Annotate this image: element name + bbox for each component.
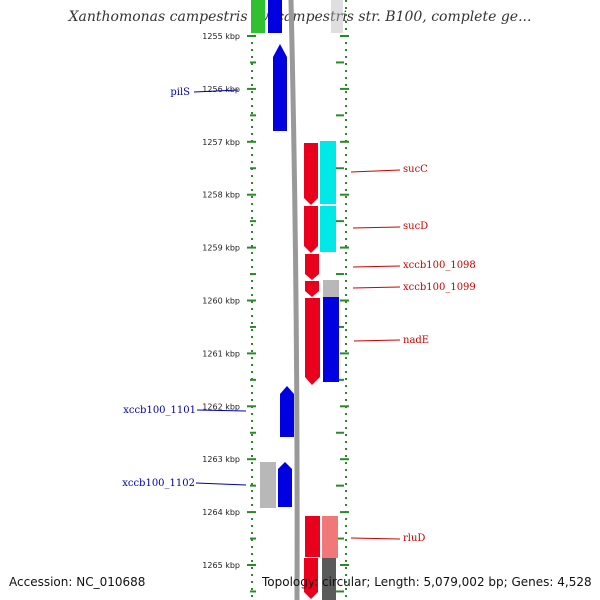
gene-xccb100_1098-arrow[interactable]: [305, 254, 319, 280]
gene-sucD-arrow[interactable]: [304, 206, 318, 253]
tick-label: 1265 kbp: [202, 561, 240, 570]
gene-label-rluD[interactable]: rluD: [403, 533, 425, 544]
gene-label-xccb100_1098[interactable]: xccb100_1098: [403, 260, 476, 271]
page-title: Xanthomonas campestris pv. campestris st…: [68, 9, 532, 25]
gene-xccb100_1099-arrow[interactable]: [305, 281, 319, 297]
leader-line-xccb100_1101: [196, 409, 247, 412]
gene-xccb100_1099-gray-track: [323, 280, 339, 297]
leader-line-pilS: [193, 89, 239, 93]
gene-rluD-pink-track: [322, 516, 338, 558]
leader-line-xccb100_1099: [352, 286, 401, 289]
gene-label-xccb100_1099[interactable]: xccb100_1099: [403, 282, 476, 293]
gene-sucD-cyan-track: [320, 206, 336, 252]
forward-gene-bottom: [304, 558, 318, 599]
gene-nadE-reverse-track: [323, 297, 339, 382]
leader-line-nadE: [353, 339, 401, 342]
tick-label: 1255 kbp: [202, 32, 240, 41]
gene-label-pilS[interactable]: pilS: [170, 87, 190, 98]
gene-label-sucD[interactable]: sucD: [403, 221, 428, 232]
green-track-feature: [251, 0, 265, 33]
accession-text: Accession: NC_010688: [9, 575, 146, 589]
axis-ticks: 1255 kbp 1256 kbp 1257 kbp 1258 kbp 1259 kbp…: [202, 32, 349, 593]
gene-xccb100_1102-arrow[interactable]: [278, 462, 292, 507]
tick-label: 1257 kbp: [202, 138, 240, 147]
tick-label: 1258 kbp: [202, 191, 240, 200]
tick-label: 1263 kbp: [202, 455, 240, 464]
tick-label: 1261 kbp: [202, 349, 240, 358]
gray-track-top: [331, 0, 343, 33]
topology-text: Topology: circular; Length: 5,079,002 bp…: [262, 575, 592, 589]
reverse-gene-top: [268, 0, 282, 33]
gray-track-bottom: [322, 558, 336, 600]
tick-label: 1264 kbp: [202, 508, 240, 517]
gene-xccb100_1101-arrow[interactable]: [280, 386, 294, 437]
gene-pilS-arrow[interactable]: [273, 44, 287, 131]
tick-label: 1262 kbp: [202, 402, 240, 411]
genome-backbone: [288, 0, 300, 600]
gene-label-sucC[interactable]: sucC: [403, 164, 428, 175]
gene-sucC-arrow[interactable]: [304, 143, 318, 205]
gene-sucC-cyan-track: [320, 141, 336, 204]
leader-line-xccb100_1098: [352, 265, 401, 268]
leader-line-sucC: [350, 169, 401, 173]
leader-line-sucD: [352, 226, 401, 229]
gene-label-nadE[interactable]: nadE: [403, 335, 429, 346]
gene-xccb100_1102-gray-track: [260, 462, 276, 508]
tick-label: 1256 kbp: [202, 85, 240, 94]
tick-label: 1260 kbp: [202, 297, 240, 306]
gene-label-xccb100_1101[interactable]: xccb100_1101: [123, 405, 196, 416]
gene-rluD-arrow[interactable]: [305, 516, 320, 557]
leader-line-xccb100_1102: [195, 482, 247, 486]
gene-nadE-arrow[interactable]: [305, 298, 320, 385]
gene-label-xccb100_1102[interactable]: xccb100_1102: [122, 478, 195, 489]
tick-label: 1259 kbp: [202, 244, 240, 253]
leader-line-rluD: [350, 537, 401, 540]
